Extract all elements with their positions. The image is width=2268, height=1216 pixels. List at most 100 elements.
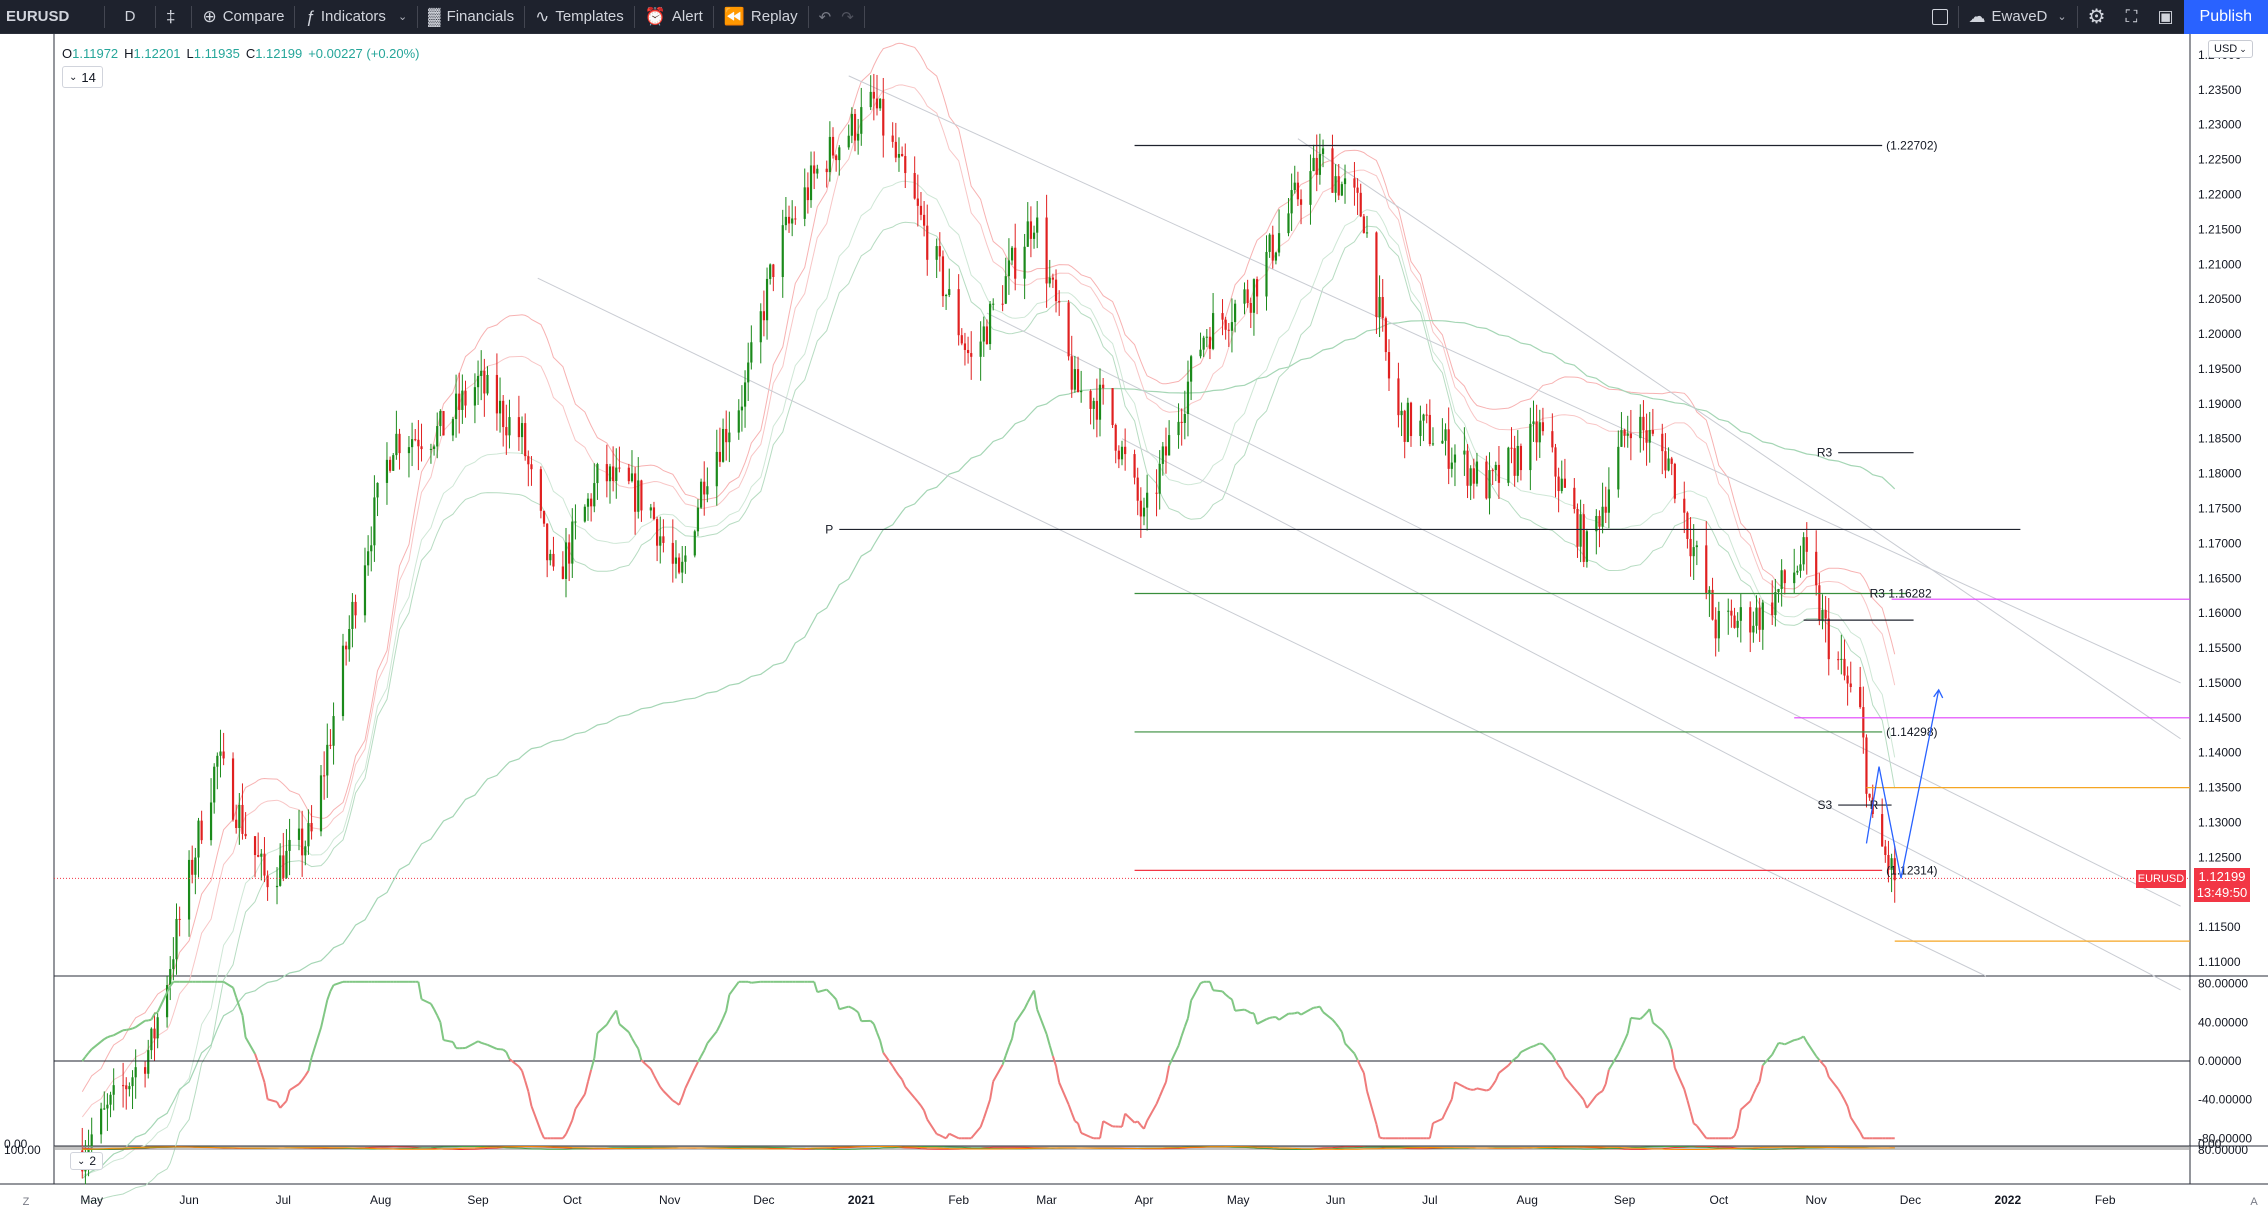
oscillator-line — [477, 1040, 482, 1044]
bearish-candle — [1224, 319, 1227, 330]
bullish-candle — [131, 1077, 134, 1087]
bearish-candle — [1058, 301, 1061, 303]
bearish-candle — [718, 451, 722, 462]
oscillator-line — [593, 1033, 599, 1059]
bearish-candle — [323, 775, 326, 777]
oscillator-line — [439, 1022, 445, 1041]
undo-button[interactable]: ↶ — [809, 0, 842, 34]
bullish-candle — [979, 341, 982, 357]
publish-button[interactable]: Publish — [2183, 0, 2268, 34]
oscillator-line — [100, 1038, 105, 1043]
bullish-candle — [1293, 182, 1296, 191]
bullish-candle — [1431, 443, 1435, 445]
price-tick-label: 1.22500 — [2198, 153, 2242, 167]
toolbar-divider — [633, 5, 635, 28]
screenshot-button[interactable]: ▣ — [2147, 0, 2183, 34]
bullish-candle — [112, 1085, 115, 1095]
bullish-candle — [100, 1108, 103, 1135]
oscillator-line — [926, 1118, 938, 1135]
stoch-right-tick-label: 80.00000 — [2198, 1143, 2248, 1157]
interval-button[interactable]: D — [124, 8, 136, 25]
oscillator-line — [1252, 1013, 1259, 1025]
bearish-candle — [266, 875, 269, 888]
bullish-candle — [1607, 489, 1610, 513]
oscillator-line — [87, 1048, 93, 1054]
indicator-toggle[interactable]: ⌄ 14 — [62, 66, 103, 88]
oscillator-tick-label: 0.00000 — [2198, 1054, 2242, 1068]
financials-button[interactable]: ▓ Financials — [418, 0, 524, 34]
financials-icon: ▓ — [428, 6, 441, 26]
oscillator-line — [945, 1133, 951, 1139]
oscillator-line — [113, 1029, 124, 1037]
time-tick-label: Oct — [563, 1193, 582, 1207]
bearish-candle — [634, 473, 637, 512]
currency-selector[interactable]: USD ⌄ — [2208, 40, 2253, 58]
bullish-candle — [1494, 464, 1497, 471]
bullish-candle — [1340, 184, 1343, 196]
chart-canvas[interactable]: (1.22702) R3 P R3 1.16282 (1.14298) S3 R (1.123… — [0, 34, 2268, 1216]
alert-button[interactable]: ⏰ Alert — [635, 0, 713, 34]
oscillator-line — [562, 1133, 567, 1139]
bearish-candle — [1623, 429, 1626, 436]
symbol-search[interactable]: EURUSD — [6, 8, 70, 25]
oscillator-line — [1693, 1122, 1698, 1127]
oscillator-line — [1639, 1015, 1645, 1020]
settings-button[interactable]: ⚙ — [2078, 0, 2116, 34]
oscillator-line — [1573, 1087, 1579, 1093]
layout-name: EwaveD — [1991, 8, 2048, 25]
chart-pane[interactable]: (1.22702) R3 P R3 1.16282 (1.14298) S3 R (1.123… — [0, 34, 2268, 1216]
oscillator-line — [571, 1108, 577, 1121]
oscillator-line — [135, 1019, 146, 1029]
bearish-candle — [985, 326, 989, 345]
oscillator-line — [1617, 1046, 1623, 1055]
high-value: 1.12201 — [133, 46, 181, 61]
timezone-button[interactable]: Z — [22, 1196, 30, 1208]
bullish-candle — [473, 387, 477, 406]
redo-button[interactable]: ↷ — [841, 0, 864, 34]
replay-button[interactable]: ⏪ Replay — [714, 0, 808, 34]
chevron-down-icon: ⌄ — [397, 11, 408, 23]
bullish-candle — [988, 303, 992, 345]
compare-button[interactable]: ⊕ Compare — [192, 0, 294, 34]
bearish-candle — [542, 510, 546, 524]
oscillator-tick-label: -40.00000 — [2198, 1093, 2252, 1107]
oscillator-line — [1134, 1120, 1139, 1124]
oscillator-line — [1494, 1072, 1500, 1081]
oscillator-toggle[interactable]: ⌄ 2 — [70, 1152, 104, 1170]
bullish-candle — [1098, 384, 1102, 420]
bullish-candle — [1202, 337, 1205, 350]
fib-green-line-label: R3 1.16282 — [1870, 586, 1932, 600]
bearish-candle — [831, 136, 835, 156]
fullscreen-button[interactable]: ⛶ — [2116, 0, 2148, 34]
oscillator-line — [1209, 981, 1215, 991]
oscillator-count: 2 — [89, 1154, 97, 1168]
oscillator-line — [1375, 1124, 1381, 1138]
oscillator-line — [304, 1070, 310, 1077]
layout-button[interactable] — [1922, 0, 1958, 34]
oscillator-line — [1337, 1026, 1343, 1033]
bullish-candle — [432, 446, 436, 449]
bullish-candle — [1048, 277, 1051, 284]
oscillator-line — [725, 994, 731, 1012]
time-tick-label: 2022 — [1994, 1193, 2021, 1207]
indicators-button[interactable]: ƒ Indicators ⌄ — [295, 0, 417, 34]
bullish-candle — [385, 459, 389, 483]
bearish-candle — [916, 198, 919, 206]
bearish-candle — [1136, 477, 1139, 501]
oscillator-line — [672, 1099, 677, 1104]
bullish-candle — [615, 467, 618, 482]
price-tick-label: 1.18000 — [2198, 467, 2242, 481]
bearish-candle — [1249, 302, 1252, 313]
auto-scale-button[interactable]: A — [2250, 1196, 2258, 1208]
bearish-candle — [1733, 615, 1736, 628]
chart-type-button[interactable]: ‡ — [156, 0, 191, 34]
layout-name-button[interactable]: ☁ EwaveD ⌄ — [1959, 0, 2077, 34]
oscillator-line — [565, 1126, 571, 1135]
oscillator-line — [1771, 1048, 1777, 1056]
templates-button[interactable]: ∿ Templates — [525, 0, 634, 34]
bullish-candle — [1585, 531, 1588, 562]
bearish-candle — [1711, 589, 1714, 620]
oscillator-line — [1177, 1035, 1183, 1046]
oscillator-line — [1673, 1067, 1686, 1090]
price-tick-label: 1.18500 — [2198, 432, 2242, 446]
